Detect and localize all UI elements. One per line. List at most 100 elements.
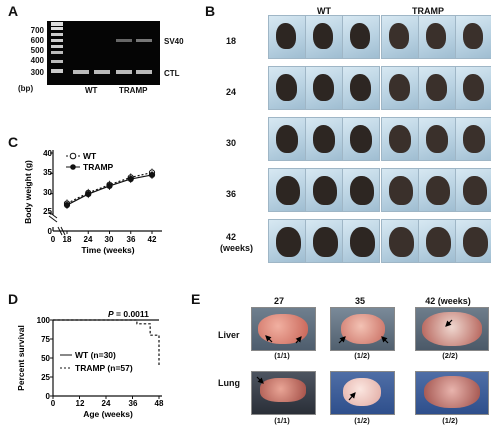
col-label-42: 42 (weeks): [425, 296, 471, 306]
liver-photo-35: [330, 307, 395, 351]
mouse-photo-tramp: [455, 219, 491, 263]
mouse-body: [463, 227, 488, 257]
panel-c-ylabel: Body weight (g): [23, 160, 33, 224]
col-label-35: 35: [354, 296, 365, 306]
mouse-photo-tramp: [418, 117, 456, 161]
y-tick-label: 30: [43, 188, 52, 197]
y-tick-label: 75: [41, 335, 50, 344]
lung-fraction-35: (1/2): [354, 416, 370, 425]
bp-unit: (bp): [18, 84, 34, 93]
ladder-600: 600: [30, 36, 44, 45]
x-tick-label: 0: [51, 399, 56, 408]
row-label-30: 30: [226, 138, 237, 148]
mouse-body: [276, 227, 301, 257]
mouse-photo-tramp: [455, 168, 491, 212]
mouse-photo-wt: [342, 168, 380, 212]
mouse-photo-tramp: [455, 66, 491, 110]
mouse-photo-tramp: [418, 219, 456, 263]
mouse-photo-wt: [305, 66, 343, 110]
data-point-tramp: [85, 190, 92, 198]
mouse-body: [389, 125, 412, 153]
liver-fraction-42: (2/2): [442, 351, 458, 360]
x-tick-label: 24: [102, 399, 111, 408]
y-tick-label: 25: [43, 207, 52, 216]
mouse-body: [276, 74, 298, 101]
mouse-photo-wt: [342, 15, 380, 59]
y-tick-label: 0: [46, 392, 51, 401]
gel-image: [47, 21, 160, 85]
mouse-photo-wt: [268, 168, 306, 212]
row-label-36: 36: [226, 189, 237, 199]
mouse-photo-tramp: [381, 15, 419, 59]
lung-photo-35: [330, 371, 395, 415]
y-tick-label: 50: [41, 354, 50, 363]
mouse-body: [463, 176, 487, 205]
mouse-photo-tramp: [381, 117, 419, 161]
liver-fraction-27: (1/1): [274, 351, 290, 360]
mouse-body: [389, 176, 413, 205]
panel-d-label: D: [8, 291, 19, 307]
x-axis-break: [57, 226, 63, 236]
mouse-body: [389, 227, 414, 257]
liver-photo-27: [251, 307, 316, 351]
ctl-label: CTL: [164, 69, 180, 78]
mouse-body: [463, 125, 486, 153]
x-tick-label: 42: [148, 235, 157, 244]
mouse-photo-tramp: [418, 66, 456, 110]
series-line-wt: [66, 171, 153, 204]
mouse-photo-tramp: [418, 15, 456, 59]
mouse-body: [389, 74, 411, 101]
mouse-photo-wt: [268, 66, 306, 110]
lung-photo-27: [251, 371, 316, 415]
lung-fraction-42: (1/2): [442, 416, 458, 425]
mouse-photo-wt: [268, 117, 306, 161]
mouse-body: [463, 74, 485, 101]
mouse-body: [350, 125, 373, 153]
data-point-tramp: [106, 182, 113, 190]
x-tick-label: 0: [51, 235, 56, 244]
y-tick-label: 35: [43, 168, 52, 177]
mouse-photo-wt: [342, 117, 380, 161]
mouse-body: [350, 23, 370, 49]
mouse-body: [313, 74, 335, 101]
group-tramp-label: TRAMP: [412, 6, 444, 16]
data-point-tramp: [148, 171, 156, 179]
ladder-700: 700: [30, 26, 44, 35]
row-label-24: 24: [226, 87, 237, 97]
row-label-42: 42: [226, 232, 237, 242]
y-tick-label: 100: [37, 316, 51, 325]
col-label-27: 27: [273, 296, 284, 306]
row-label-liver: Liver: [218, 330, 240, 340]
mouse-photo-wt: [268, 15, 306, 59]
liver-fraction-35: (1/2): [354, 351, 370, 360]
y-tick-label: 25: [41, 373, 50, 382]
mouse-body: [426, 227, 451, 257]
mouse-photo-tramp: [455, 117, 491, 161]
y-axis-break: [48, 215, 58, 223]
legend-label-tramp: TRAMP: [83, 162, 114, 172]
mouse-body: [313, 176, 337, 205]
liver-photo-42: [415, 307, 489, 351]
panel-b-label: B: [205, 3, 216, 19]
x-tick-label: 18: [63, 235, 72, 244]
mouse-photo-tramp: [455, 15, 491, 59]
y-tick-label: 0: [48, 227, 53, 236]
legend-label-wt: WT (n=30): [75, 350, 116, 360]
mouse-body: [426, 74, 448, 101]
p-value: = 0.0011: [114, 309, 149, 319]
x-tick-label: 30: [105, 235, 114, 244]
panel-d-ylabel: Percent survival: [16, 325, 26, 391]
legend-label-tramp: TRAMP (n=57): [75, 363, 133, 373]
ladder-300: 300: [30, 68, 44, 77]
x-tick-label: 36: [129, 399, 138, 408]
ladder-500: 500: [30, 46, 44, 55]
p-value-label: P = 0.0011: [108, 309, 149, 319]
mouse-body: [350, 74, 372, 101]
row-unit-label: (weeks): [220, 243, 254, 253]
mouse-photo-wt: [342, 66, 380, 110]
mouse-body: [426, 23, 446, 49]
mouse-body: [350, 176, 374, 205]
mouse-body: [426, 125, 449, 153]
